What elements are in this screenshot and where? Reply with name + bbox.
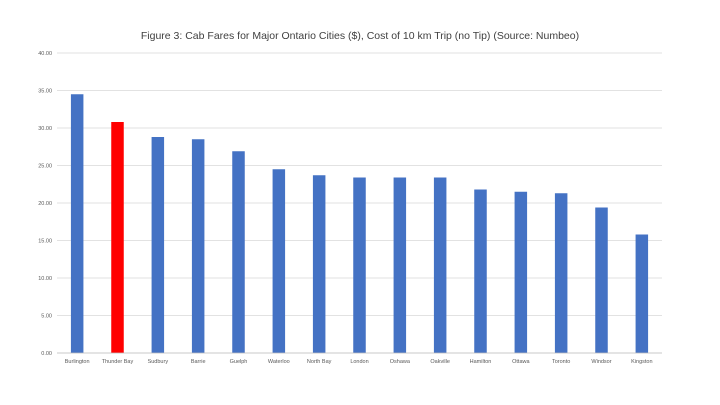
bar bbox=[151, 137, 165, 353]
x-tick-label: Hamilton bbox=[470, 359, 492, 365]
x-tick-label: Toronto bbox=[552, 359, 570, 365]
y-tick-label: 5.00 bbox=[41, 314, 52, 320]
y-tick-label: 15.00 bbox=[38, 239, 52, 245]
x-tick-label: Ottawa bbox=[512, 359, 530, 365]
bar bbox=[111, 122, 124, 353]
bar bbox=[635, 234, 649, 353]
x-tick-label: Sudbury bbox=[148, 359, 169, 365]
bar bbox=[433, 177, 447, 353]
x-tick-label: Guelph bbox=[230, 359, 248, 365]
y-tick-label: 35.00 bbox=[38, 89, 52, 95]
x-tick-label: Waterloo bbox=[268, 359, 290, 365]
bar bbox=[595, 207, 608, 353]
bar bbox=[554, 193, 568, 353]
x-tick-label: Barrie bbox=[191, 359, 206, 365]
x-tick-label: Windsor bbox=[591, 359, 611, 365]
bar bbox=[232, 151, 245, 353]
y-tick-label: 20.00 bbox=[38, 201, 52, 207]
x-tick-label: Oakville bbox=[430, 359, 450, 365]
bar bbox=[393, 177, 407, 353]
x-tick-label: Thunder Bay bbox=[102, 359, 134, 365]
chart-title: Figure 3: Cab Fares for Major Ontario Ci… bbox=[140, 30, 580, 42]
x-tick-label: London bbox=[350, 359, 368, 365]
bar bbox=[272, 169, 286, 353]
x-tick-label: Oshawa bbox=[390, 359, 411, 365]
y-tick-label: 0.00 bbox=[41, 351, 52, 357]
x-tick-label: North Bay bbox=[307, 359, 332, 365]
bar bbox=[514, 191, 528, 353]
y-tick-label: 30.00 bbox=[38, 126, 52, 132]
y-tick-label: 10.00 bbox=[38, 276, 52, 282]
bar bbox=[353, 177, 366, 353]
bar bbox=[474, 189, 487, 353]
y-tick-label: 40.00 bbox=[38, 51, 52, 57]
bar bbox=[191, 139, 205, 353]
bar bbox=[312, 175, 326, 353]
x-tick-label: Kingston bbox=[631, 359, 652, 365]
x-tick-label: Burlington bbox=[65, 359, 90, 365]
bar bbox=[70, 94, 84, 353]
y-tick-label: 25.00 bbox=[38, 164, 52, 170]
